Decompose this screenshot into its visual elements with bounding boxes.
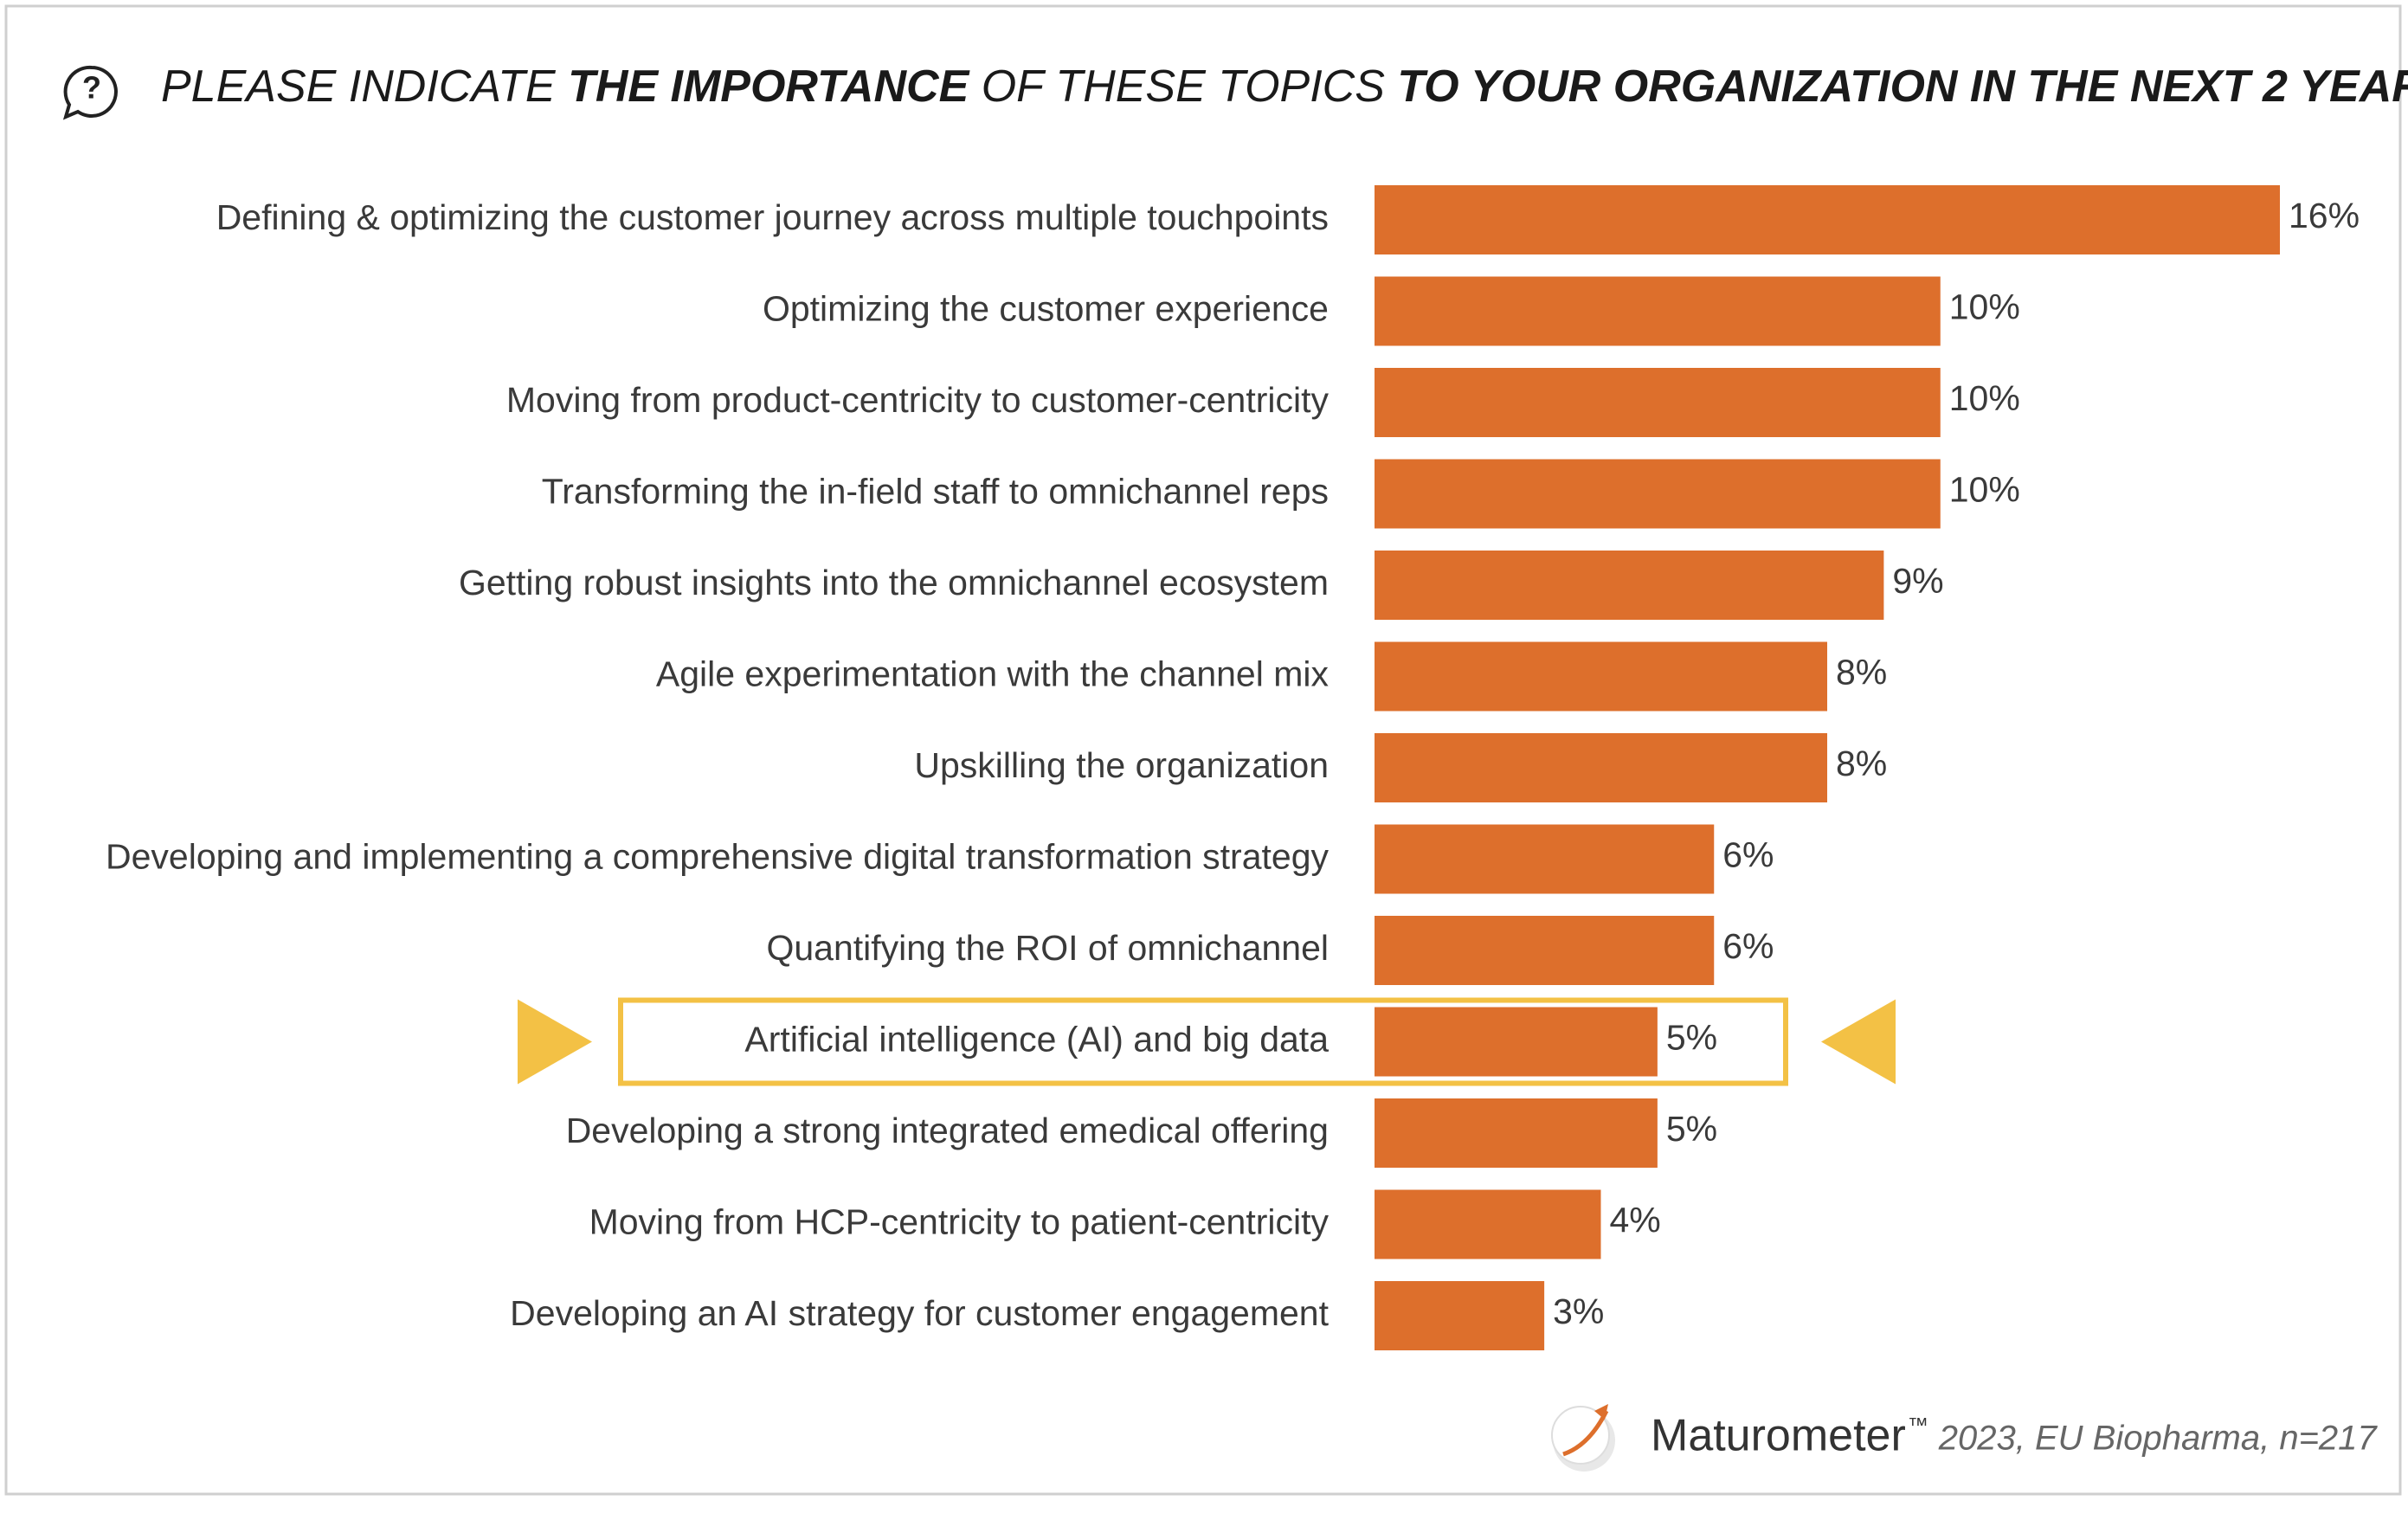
value-label: 3% bbox=[1553, 1291, 1604, 1331]
value-label: 5% bbox=[1666, 1109, 1717, 1149]
bar bbox=[1375, 185, 2280, 254]
source-trademark: ™ bbox=[1908, 1414, 1928, 1437]
category-label: Optimizing the customer experience bbox=[763, 288, 1329, 328]
category-label: Artificial intelligence (AI) and big dat… bbox=[744, 1019, 1329, 1059]
title-part: TO YOUR ORGANIZATION IN THE NEXT 2 YEARS bbox=[1397, 61, 2408, 112]
category-label: Developing and implementing a comprehens… bbox=[106, 836, 1329, 876]
source-brand: Maturometer bbox=[1651, 1411, 1906, 1461]
value-label: 6% bbox=[1722, 834, 1774, 874]
chart-title: PLEASE INDICATE THE IMPORTANCE OF THESE … bbox=[161, 61, 2408, 112]
category-label: Moving from HCP-centricity to patient-ce… bbox=[589, 1201, 1330, 1241]
bar bbox=[1375, 368, 1941, 437]
bar bbox=[1375, 641, 1827, 712]
title-part: THE IMPORTANCE bbox=[568, 61, 970, 112]
bar bbox=[1375, 1007, 1658, 1077]
bar bbox=[1375, 1189, 1601, 1259]
category-label: Defining & optimizing the customer journ… bbox=[216, 197, 1329, 237]
value-label: 16% bbox=[2289, 196, 2360, 235]
category-label: Upskilling the organization bbox=[914, 745, 1329, 785]
question-icon: ? bbox=[62, 65, 118, 120]
highlight-arrow-right bbox=[1821, 999, 1896, 1085]
highlight-box bbox=[618, 997, 1788, 1086]
value-label: 6% bbox=[1722, 926, 1774, 966]
category-label: Agile experimentation with the channel m… bbox=[656, 654, 1330, 693]
category-label: Quantifying the ROI of omnichannel bbox=[766, 928, 1329, 968]
bar bbox=[1375, 551, 1884, 620]
title-part: OF THESE TOPICS bbox=[969, 61, 1397, 112]
bar bbox=[1375, 459, 1941, 529]
value-label: 8% bbox=[1836, 744, 1887, 783]
title-part: PLEASE INDICATE bbox=[161, 61, 568, 112]
svg-text:?: ? bbox=[82, 70, 101, 106]
value-label: 10% bbox=[1949, 287, 2020, 326]
category-label: Developing an AI strategy for customer e… bbox=[510, 1293, 1329, 1333]
category-label: Transforming the in-field staff to omnic… bbox=[542, 471, 1329, 511]
value-label: 10% bbox=[1949, 378, 2020, 418]
value-label: 10% bbox=[1949, 469, 2020, 509]
source-logo bbox=[1551, 1404, 1615, 1472]
value-label: 8% bbox=[1836, 652, 1887, 692]
category-label: Developing a strong integrated emedical … bbox=[566, 1111, 1329, 1150]
bar bbox=[1375, 824, 1715, 894]
bar bbox=[1375, 276, 1941, 346]
category-label: Moving from product-centricity to custom… bbox=[506, 380, 1330, 420]
value-label: 4% bbox=[1610, 1200, 1661, 1240]
page-border bbox=[4, 4, 2402, 1496]
value-label: 9% bbox=[1892, 561, 1943, 601]
source-note: 2023, EU Biopharma, n=217 bbox=[1938, 1420, 2379, 1458]
bar bbox=[1375, 1281, 1545, 1350]
highlight-arrow-left bbox=[518, 999, 592, 1085]
bar bbox=[1375, 733, 1827, 802]
category-label: Getting robust insights into the omnicha… bbox=[459, 563, 1329, 602]
value-label: 5% bbox=[1666, 1017, 1717, 1057]
bar bbox=[1375, 1098, 1658, 1168]
bar bbox=[1375, 916, 1715, 985]
